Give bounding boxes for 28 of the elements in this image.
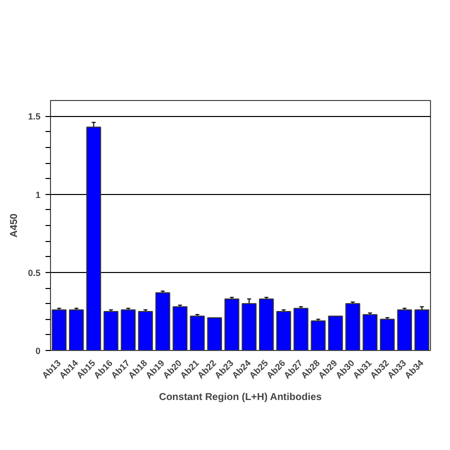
bar <box>414 309 430 350</box>
bar <box>120 309 136 350</box>
bar <box>294 308 308 350</box>
bar <box>328 316 343 350</box>
bar <box>190 316 205 350</box>
bar <box>52 309 67 350</box>
bar <box>310 320 326 350</box>
y-tick-label: 0 <box>35 346 41 356</box>
bar <box>155 292 170 350</box>
y-tick-label: 1 <box>35 190 41 200</box>
bar <box>276 310 292 350</box>
x-axis-title: Constant Region (L+H) Antibodies <box>158 392 322 404</box>
bar <box>138 310 153 350</box>
y-tick-label: 1.5 <box>28 112 41 122</box>
bar <box>172 306 188 350</box>
y-axis-title: A450 <box>8 213 20 238</box>
bar <box>380 318 395 350</box>
bar <box>86 126 102 350</box>
bar <box>207 317 222 350</box>
y-tick-label: 0.5 <box>28 268 41 278</box>
bar <box>259 298 274 350</box>
bar <box>69 309 84 350</box>
bar <box>345 303 360 350</box>
bar <box>397 309 412 350</box>
bar <box>242 303 257 350</box>
bar <box>224 298 240 350</box>
bar <box>104 310 118 350</box>
bar <box>362 314 378 350</box>
